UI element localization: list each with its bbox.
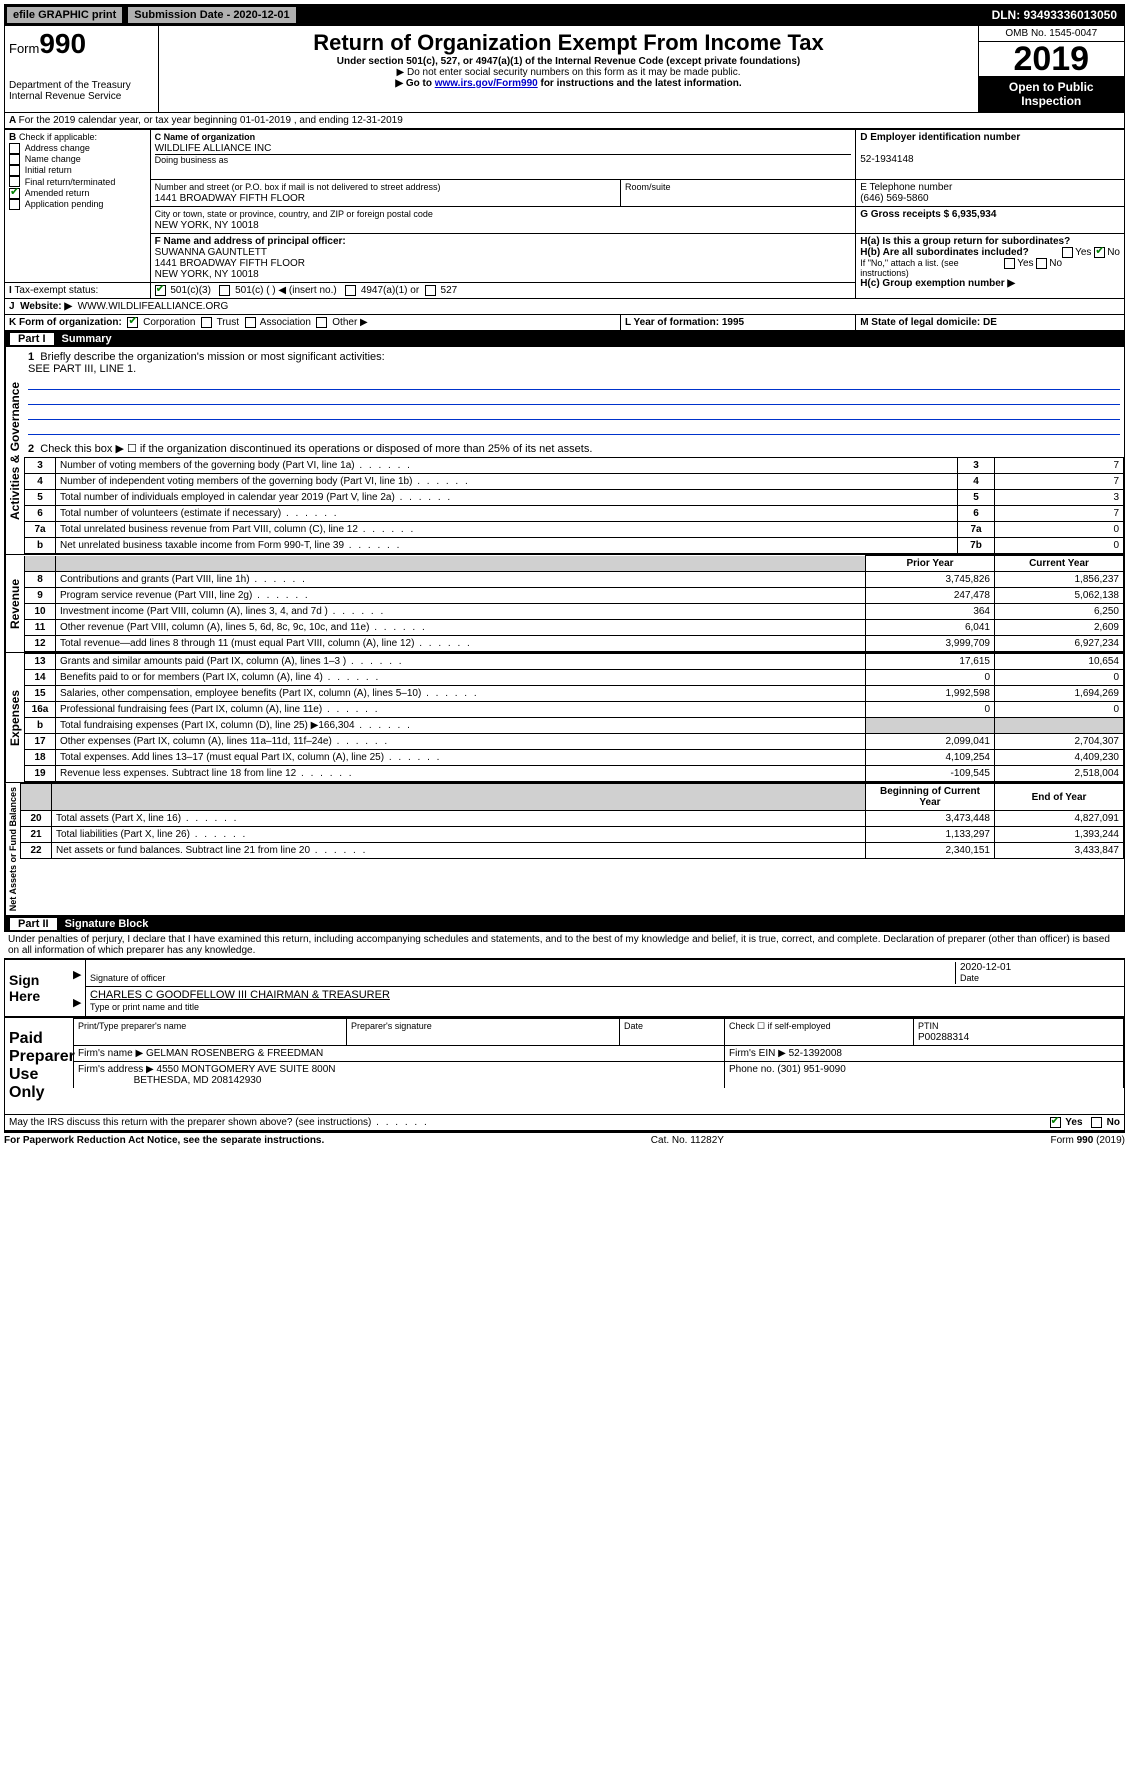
submission-date-button[interactable]: Submission Date - 2020-12-01 [127, 6, 296, 24]
gross-receipts: G Gross receipts $ 6,935,934 [860, 209, 996, 220]
line-a: A For the 2019 calendar year, or tax yea… [4, 113, 1125, 129]
tax-year: 2019 [979, 42, 1124, 76]
box-b-check-1[interactable] [9, 154, 20, 165]
street-address: 1441 BROADWAY FIFTH FLOOR [155, 193, 305, 204]
entity-info-table: B Check if applicable: Address change Na… [4, 129, 1125, 331]
open-public-badge: Open to Public Inspection [979, 76, 1124, 112]
501c3-checkbox[interactable] [155, 285, 166, 296]
firm-phone: Phone no. (301) 951-9090 [729, 1064, 846, 1075]
officer-printed-name: CHARLES C GOODFELLOW III CHAIRMAN & TREA… [90, 989, 390, 1001]
ein-label: D Employer identification number [860, 132, 1020, 143]
paid-preparer-block: Paid Preparer Use Only Print/Type prepar… [4, 1017, 1125, 1115]
firm-name: GELMAN ROSENBERG & FREEDMAN [146, 1048, 323, 1059]
box-b-check-4[interactable] [9, 188, 20, 199]
state-domicile: M State of legal domicile: DE [860, 317, 997, 328]
vert-expenses: Expenses [5, 653, 24, 782]
group-return-q: H(a) Is this a group return for subordin… [860, 236, 1120, 247]
dept-label: Department of the Treasury [9, 80, 154, 91]
discuss-yes-checkbox[interactable] [1050, 1117, 1061, 1128]
year-formation: L Year of formation: 1995 [625, 317, 744, 328]
firm-address: 4550 MONTGOMERY AVE SUITE 800N [157, 1064, 336, 1075]
discuss-row: May the IRS discuss this return with the… [4, 1115, 1125, 1131]
form-subtitle: Under section 501(c), 527, or 4947(a)(1)… [163, 56, 973, 67]
sign-here-block: Sign Here ▶▶ Signature of officer 2020-1… [4, 958, 1125, 1017]
vert-revenue: Revenue [5, 555, 24, 652]
form-header: Form990 Department of the Treasury Inter… [4, 26, 1125, 113]
irs-link[interactable]: www.irs.gov/Form990 [435, 78, 538, 89]
vert-net-assets: Net Assets or Fund Balances [5, 783, 20, 915]
part2-header: Part IISignature Block [4, 916, 1125, 932]
box-b-check-0[interactable] [9, 143, 20, 154]
part1-header: Part ISummary [4, 331, 1125, 347]
box-b-check-5[interactable] [9, 199, 20, 210]
box-b-check-2[interactable] [9, 165, 20, 176]
perjury-declaration: Under penalties of perjury, I declare th… [4, 932, 1125, 958]
irs-label: Internal Revenue Service [9, 91, 154, 102]
officer-name: SUWANNA GAUNTLETT [155, 247, 267, 258]
form-number: Form990 [9, 28, 154, 60]
form-title: Return of Organization Exempt From Incom… [163, 30, 973, 56]
website-value: WWW.WILDLIFEALLIANCE.ORG [78, 301, 229, 312]
dln-label: DLN: 93493336013050 [992, 8, 1123, 22]
org-name: WILDLIFE ALLIANCE INC [155, 143, 272, 154]
form-note1: ▶ Do not enter social security numbers o… [163, 67, 973, 78]
phone-label: E Telephone number [860, 182, 952, 193]
form-note2: ▶ Go to www.irs.gov/Form990 for instruct… [163, 78, 973, 89]
discuss-no-checkbox[interactable] [1091, 1117, 1102, 1128]
vert-activities-governance: Activities & Governance [5, 347, 24, 554]
city-state-zip: NEW YORK, NY 10018 [155, 220, 259, 231]
ein-value: 52-1934148 [860, 154, 913, 165]
page-footer: For Paperwork Reduction Act Notice, see … [4, 1131, 1125, 1146]
top-bar: efile GRAPHIC print Submission Date - 20… [4, 4, 1125, 26]
firm-ein: Firm's EIN ▶ 52-1392008 [729, 1048, 842, 1059]
ptin-value: P00288314 [918, 1032, 969, 1043]
signature-date: 2020-12-01 [960, 962, 1011, 973]
phone-value: (646) 569-5860 [860, 193, 928, 204]
efile-button[interactable]: efile GRAPHIC print [6, 6, 123, 24]
no-checkbox[interactable] [1094, 247, 1105, 258]
corporation-checkbox[interactable] [127, 317, 138, 328]
mission-text: SEE PART III, LINE 1. [28, 363, 136, 375]
